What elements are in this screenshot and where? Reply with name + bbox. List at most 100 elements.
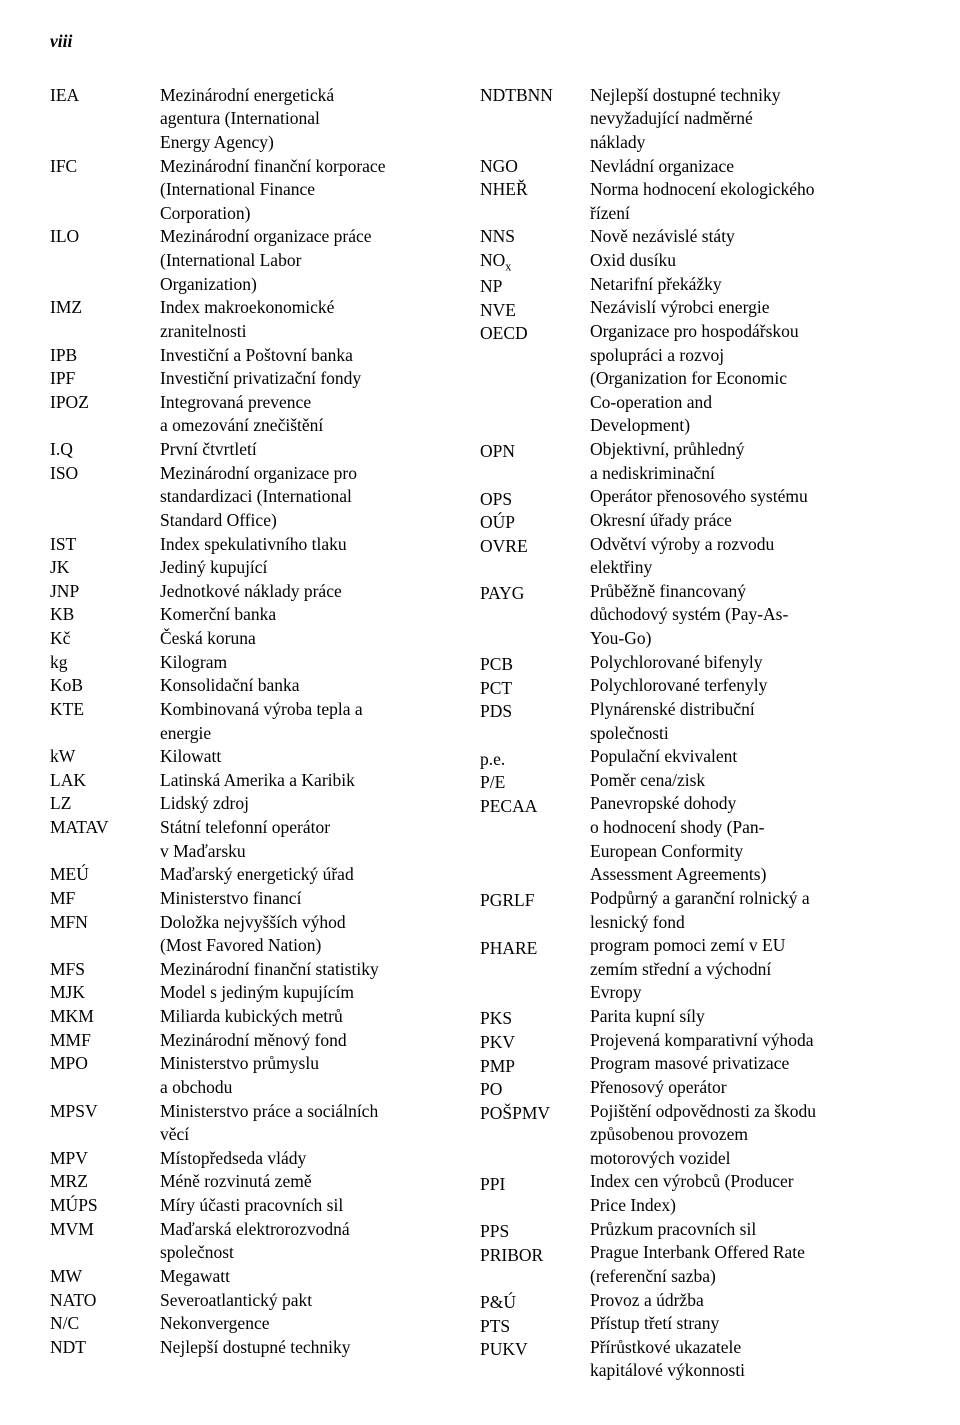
abbr-cell: MJK <box>50 981 160 1005</box>
abbr-cell: PPS <box>480 1220 590 1244</box>
abbr-cell: NNS <box>480 225 590 249</box>
abbr-cell: PUKV <box>480 1338 590 1385</box>
def-cell: Pojištění odpovědnosti za škodu způsoben… <box>590 1100 900 1171</box>
abbr-cell: PECAA <box>480 795 590 890</box>
abbr-cell: MMF <box>50 1029 160 1053</box>
abbr-cell: Kč <box>50 627 160 651</box>
abbr-cell: OPS <box>480 488 590 512</box>
def-cell: Investiční privatizační fondy <box>160 367 470 391</box>
abbr-cell: IEA <box>50 84 160 155</box>
def-cell: Parita kupní síly <box>590 1005 900 1029</box>
abbr-cell: POŠPMV <box>480 1102 590 1173</box>
def-cell: Ministerstvo průmyslu a obchodu <box>160 1052 470 1099</box>
abbr-cell: PHARE <box>480 937 590 1008</box>
abbr-cell: NHEŘ <box>480 178 590 225</box>
abbr-cell: PKV <box>480 1031 590 1055</box>
def-cell: Jediný kupující <box>160 556 470 580</box>
def-cell: Norma hodnocení ekologického řízení <box>590 178 900 225</box>
def-cell: Nekonvergence <box>160 1312 470 1336</box>
abbr-cell: p.e. <box>480 748 590 772</box>
def-cell: Index cen výrobců (Producer Price Index) <box>590 1170 900 1217</box>
abbr-cell: IST <box>50 533 160 557</box>
abbr-cell: KB <box>50 603 160 627</box>
abbr-cell: NP <box>480 275 590 299</box>
def-cell: Populační ekvivalent <box>590 745 900 769</box>
abbr-cell: OVRE <box>480 535 590 582</box>
def-cell: Přírůstkové ukazatele kapitálové výkonno… <box>590 1336 900 1383</box>
left-column: IEA IFC ILO IMZ IPBIPFIPOZ I.QISO ISTJKJ… <box>50 84 480 1386</box>
abbr-cell: PRIBOR <box>480 1244 590 1291</box>
def-cell: Lidský zdroj <box>160 792 470 816</box>
def-cell: Kilogram <box>160 651 470 675</box>
def-cell: Integrovaná prevence a omezování znečišt… <box>160 391 470 438</box>
abbr-cell: kW <box>50 745 160 769</box>
def-cell: Maďarský energetický úřad <box>160 863 470 887</box>
def-cell: Netarifní překážky <box>590 273 900 297</box>
abbr-cell: JK <box>50 556 160 580</box>
abbr-cell: ILO <box>50 225 160 296</box>
abbr-cell: MPO <box>50 1052 160 1099</box>
abbr-cell: MVM <box>50 1218 160 1265</box>
def-cell: Kilowatt <box>160 745 470 769</box>
def-cell: Míry účasti pracovních sil <box>160 1194 470 1218</box>
def-cell: Místopředseda vlády <box>160 1147 470 1171</box>
abbr-cell: MPSV <box>50 1100 160 1147</box>
def-cell: Odvětví výroby a rozvodu elektřiny <box>590 533 900 580</box>
def-cell: Nově nezávislé státy <box>590 225 900 249</box>
def-cell: Mezinárodní energetická agentura (Intern… <box>160 84 470 155</box>
def-cell: Přenosový operátor <box>590 1076 900 1100</box>
def-cell: Mezinárodní finanční korporace (Internat… <box>160 155 470 226</box>
def-cell: Přístup třetí strany <box>590 1312 900 1336</box>
def-cell: Ministerstvo financí <box>160 887 470 911</box>
def-cell: Maďarská elektrorozvodná společnost <box>160 1218 470 1265</box>
def-cell: Polychlorované terfenyly <box>590 674 900 698</box>
def-cell: Provoz a údržba <box>590 1289 900 1313</box>
def-cell: Model s jediným kupujícím <box>160 981 470 1005</box>
def-cell: Nezávislí výrobci energie <box>590 296 900 320</box>
abbr-cell: PO <box>480 1078 590 1102</box>
abbr-cell: LAK <box>50 769 160 793</box>
abbr-cell: OECD <box>480 322 590 440</box>
abbr-cell: I.Q <box>50 438 160 462</box>
def-cell: Státní telefonní operátor v Maďarsku <box>160 816 470 863</box>
abbr-cell: IPB <box>50 344 160 368</box>
abbr-cell: PMP <box>480 1055 590 1079</box>
def-cell: Index makroekonomické zranitelnosti <box>160 296 470 343</box>
abbr-cell: MPV <box>50 1147 160 1171</box>
abbr-cell: N/C <box>50 1312 160 1336</box>
def-cell: Méně rozvinutá země <box>160 1170 470 1194</box>
def-cell: Kombinovaná výroba tepla a energie <box>160 698 470 745</box>
abbr-cell: JNP <box>50 580 160 604</box>
abbr-cell: P&Ú <box>480 1291 590 1315</box>
def-cell: Okresní úřady práce <box>590 509 900 533</box>
def-cell: Objektivní, průhledný a nediskriminační <box>590 438 900 485</box>
abbr-cell: KTE <box>50 698 160 745</box>
def-cell: Mezinárodní organizace práce (Internatio… <box>160 225 470 296</box>
abbr-cell: NATO <box>50 1289 160 1313</box>
abbr-cell: kg <box>50 651 160 675</box>
abbr-cell: PTS <box>480 1315 590 1339</box>
def-cell: Nejlepší dostupné techniky <box>160 1336 470 1360</box>
abbr-cell: MF <box>50 887 160 911</box>
abbr-cell: NDT <box>50 1336 160 1360</box>
def-cell: Plynárenské distribuční společnosti <box>590 698 900 745</box>
abbr-cell: PCB <box>480 653 590 677</box>
abbr-cell: LZ <box>50 792 160 816</box>
def-cell: Mezinárodní organizace pro standardizaci… <box>160 462 470 533</box>
abbr-cell: PPI <box>480 1173 590 1220</box>
def-cell: Megawatt <box>160 1265 470 1289</box>
abbr-cell: PGRLF <box>480 889 590 936</box>
def-cell: Severoatlantický pakt <box>160 1289 470 1313</box>
right-column: NDTBNN NGONHEŘ NNSNOxNPNVEOECD OPN OPSOÚ… <box>480 84 910 1386</box>
abbr-cell: NVE <box>480 299 590 323</box>
def-cell: program pomoci zemí v EU zemím střední a… <box>590 934 900 1005</box>
abbr-cell: OÚP <box>480 511 590 535</box>
def-cell: Latinská Amerika a Karibik <box>160 769 470 793</box>
def-cell: Jednotkové náklady práce <box>160 580 470 604</box>
abbr-cell: P/E <box>480 771 590 795</box>
def-cell: Průběžně financovaný důchodový systém (P… <box>590 580 900 651</box>
abbr-cell: KoB <box>50 674 160 698</box>
abbr-cell: NDTBNN <box>480 84 590 155</box>
def-cell: Průzkum pracovních sil <box>590 1218 900 1242</box>
def-cell: Nejlepší dostupné techniky nevyžadující … <box>590 84 900 155</box>
